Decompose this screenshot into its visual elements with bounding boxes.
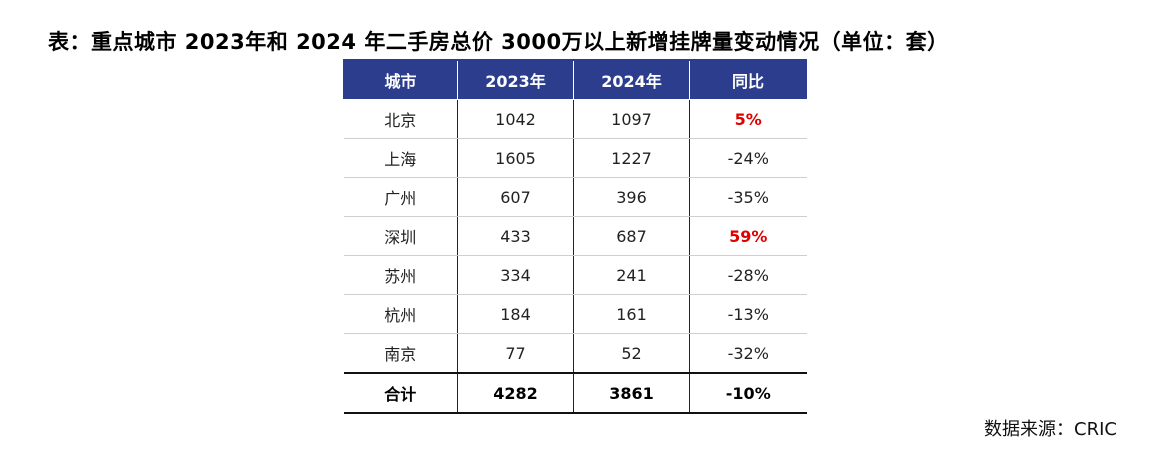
cell-2023: 77 (457, 333, 574, 374)
table-row: 杭州 184 161 -13% (343, 294, 807, 334)
total-2023: 4282 (457, 372, 574, 414)
cell-2023: 334 (457, 255, 574, 295)
cell-city: 苏州 (343, 255, 458, 295)
cell-2023: 1042 (457, 99, 574, 139)
cell-2024: 161 (573, 294, 690, 334)
cell-2024: 241 (573, 255, 690, 295)
cell-2023: 1605 (457, 138, 574, 178)
cell-city: 杭州 (343, 294, 458, 334)
header-2023: 2023年 (457, 59, 574, 100)
table-title: 表：重点城市 2023年和 2024 年二手房总价 3000万以上新增挂牌量变动… (48, 30, 949, 54)
cell-2024: 687 (573, 216, 690, 256)
cell-2023: 184 (457, 294, 574, 334)
cell-yoy: -28% (689, 255, 807, 295)
cell-yoy: 59% (689, 216, 807, 256)
cell-yoy: -24% (689, 138, 807, 178)
table-row: 上海 1605 1227 -24% (343, 138, 807, 178)
table-row: 北京 1042 1097 5% (343, 99, 807, 139)
table-row: 苏州 334 241 -28% (343, 255, 807, 295)
header-2024: 2024年 (573, 59, 690, 100)
header-yoy: 同比 (689, 59, 807, 100)
cell-city: 深圳 (343, 216, 458, 256)
cell-city: 南京 (343, 333, 458, 374)
cell-2024: 1097 (573, 99, 690, 139)
table-row: 深圳 433 687 59% (343, 216, 807, 256)
cell-2023: 607 (457, 177, 574, 217)
table-row: 广州 607 396 -35% (343, 177, 807, 217)
total-2024: 3861 (573, 372, 690, 414)
header-city: 城市 (343, 59, 458, 100)
cell-city: 北京 (343, 99, 458, 139)
header-row: 城市 2023年 2024年 同比 (343, 59, 807, 100)
total-row: 合计 4282 3861 -10% (343, 372, 807, 414)
data-table: 城市 2023年 2024年 同比 北京 1042 1097 5% 上海 160… (343, 59, 807, 414)
cell-yoy: -32% (689, 333, 807, 374)
cell-yoy: 5% (689, 99, 807, 139)
data-source-note: 数据来源：CRIC (984, 419, 1117, 440)
cell-2024: 52 (573, 333, 690, 374)
cell-city: 广州 (343, 177, 458, 217)
cell-yoy: -35% (689, 177, 807, 217)
cell-yoy: -13% (689, 294, 807, 334)
cell-2024: 396 (573, 177, 690, 217)
total-label: 合计 (343, 372, 458, 414)
total-yoy: -10% (689, 372, 807, 414)
cell-2023: 433 (457, 216, 574, 256)
cell-city: 上海 (343, 138, 458, 178)
cell-2024: 1227 (573, 138, 690, 178)
table-row: 南京 77 52 -32% (343, 333, 807, 374)
